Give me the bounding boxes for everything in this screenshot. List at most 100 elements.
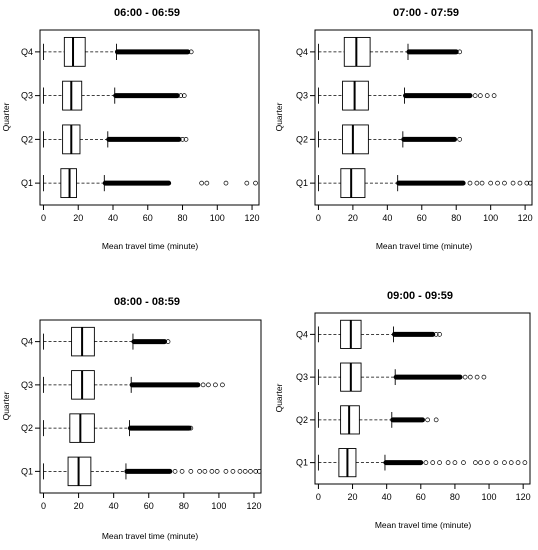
x-tick-label: 20 (73, 213, 83, 223)
outlier-point (502, 460, 507, 465)
x-tick-label: 60 (144, 501, 154, 511)
outlier-point (495, 180, 500, 186)
outlier-point (200, 382, 206, 388)
outlier-point (508, 460, 514, 465)
outlier-point (493, 460, 499, 465)
outlier-point (178, 93, 184, 98)
box-iqr (63, 36, 86, 67)
outlier-point (213, 382, 218, 388)
y-axis-label: Quarter (1, 391, 11, 420)
outlier-point (527, 180, 533, 186)
outlier-point (462, 374, 468, 380)
outlier-point (477, 93, 483, 98)
x-tick-label: 40 (109, 501, 119, 511)
x-tick-label: 100 (210, 213, 225, 223)
y-tick-label: Q2 (296, 134, 308, 144)
x-tick-label: 100 (211, 501, 226, 511)
y-axis-label: Quarter (274, 383, 284, 412)
y-tick-label: Q1 (21, 466, 33, 476)
x-tick-label: 80 (178, 213, 188, 223)
outlier-point (467, 374, 473, 380)
outlier-point (197, 469, 202, 474)
outlier-point (202, 469, 208, 474)
x-tick-label: 0 (316, 492, 321, 502)
outlier-point (491, 93, 497, 98)
x-tick-label: 0 (41, 213, 46, 223)
outlier-point (474, 180, 480, 186)
y-tick-label: Q2 (21, 423, 33, 433)
y-tick-label: Q4 (21, 47, 33, 57)
outlier-point (206, 382, 211, 388)
boxplot-panel-0900: 09:00 - 09:59 0 20 40 60 80 100 120 Q1 Q2 Q3 Q4 M… (274, 290, 531, 530)
outlier-point (425, 417, 430, 423)
outlier-point (502, 180, 507, 186)
x-tick-label: 80 (451, 213, 461, 223)
plot-frame (39, 29, 260, 206)
y-tick-label: Q3 (296, 372, 308, 382)
y-tick-label: Q3 (296, 91, 308, 101)
x-axis-label: Mean travel time (minute) (376, 241, 473, 251)
x-tick-label: 40 (382, 213, 392, 223)
outlier-point (488, 180, 494, 186)
outlier-point (423, 460, 429, 465)
outlier-point (445, 460, 451, 465)
outlier-point (522, 460, 528, 465)
outlier-point (461, 460, 466, 465)
panel-title: 07:00 - 07:59 (393, 7, 459, 19)
outlier-point (188, 469, 194, 474)
x-tick-label: 20 (74, 501, 84, 511)
panel-title: 08:00 - 08:59 (114, 296, 180, 308)
x-axis-label: Mean travel time (minute) (102, 531, 199, 541)
box-iqr (69, 413, 95, 443)
outlier-point (204, 180, 210, 186)
outlier-point (242, 469, 248, 474)
x-tick-label: 120 (516, 492, 531, 502)
outlier-point (437, 332, 442, 337)
box-iqr (340, 168, 366, 199)
outlier-point (256, 469, 262, 474)
outlier-point (452, 460, 458, 465)
x-tick-label: 120 (246, 501, 261, 511)
y-tick-label: Q2 (296, 415, 308, 425)
x-tick-label: 0 (316, 213, 321, 223)
x-tick-label: 20 (348, 213, 358, 223)
outlier-point (484, 93, 490, 98)
outlier-point (457, 137, 463, 142)
x-tick-label: 60 (416, 492, 426, 502)
outlier-point (199, 180, 204, 186)
panel-title: 09:00 - 09:59 (387, 290, 453, 302)
outlier-point (183, 137, 189, 142)
plot-frame (314, 29, 533, 206)
outlier-point (244, 180, 250, 186)
x-tick-label: 120 (518, 213, 533, 223)
x-tick-label: 20 (348, 492, 358, 502)
x-tick-label: 60 (417, 213, 427, 223)
x-tick-label: 40 (108, 213, 118, 223)
x-tick-label: 0 (41, 501, 46, 511)
panel-title: 06:00 - 06:59 (114, 7, 180, 19)
x-tick-label: 40 (382, 492, 392, 502)
outlier-point (472, 93, 478, 98)
outlier-point (209, 469, 215, 474)
outlier-point (481, 374, 487, 380)
x-tick-label: 80 (179, 501, 189, 511)
outlier-point (457, 49, 463, 55)
outlier-point (165, 339, 171, 344)
y-tick-label: Q4 (296, 47, 308, 57)
outlier-point (433, 332, 439, 337)
box-iqr (342, 124, 369, 155)
y-tick-label: Q3 (21, 380, 33, 390)
outlier-point (467, 180, 473, 186)
outlier-point (223, 180, 229, 186)
boxplot-panel-0800: 08:00 - 08:59 0 20 40 60 80 100 120 Q1 Q2 Q3 Q4 M… (1, 296, 262, 541)
outlier-point (188, 425, 194, 431)
y-tick-label: Q1 (296, 178, 308, 188)
x-tick-label: 60 (143, 213, 153, 223)
outlier-point (478, 460, 483, 465)
outlier-point (220, 382, 225, 388)
y-tick-label: Q1 (21, 178, 33, 188)
outlier-point (430, 460, 436, 465)
outlier-point (248, 469, 253, 474)
y-tick-label: Q4 (296, 329, 308, 339)
